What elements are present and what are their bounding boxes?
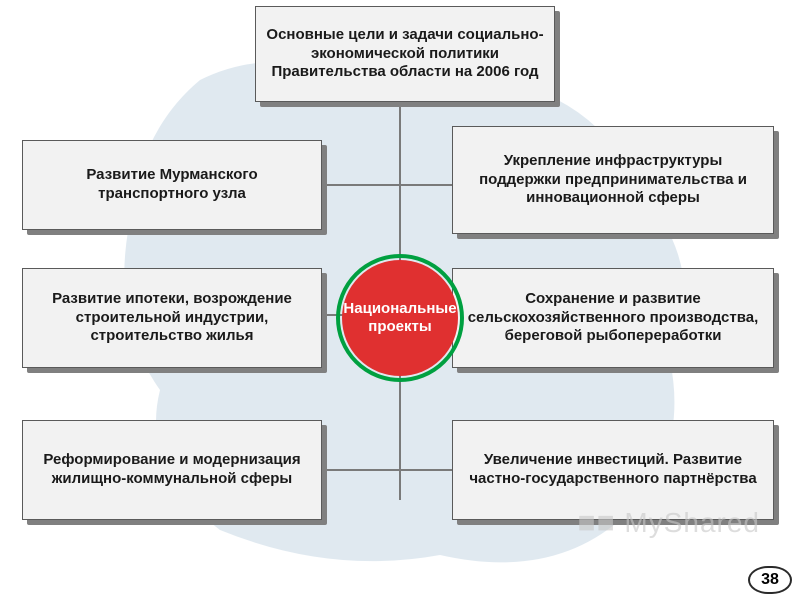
page-number-text: 38 [761, 571, 779, 589]
center-circle: Национальные проекты [342, 260, 458, 376]
root-box: Основные цели и задачи социально-экономи… [255, 6, 555, 102]
page-number: 38 [748, 566, 792, 594]
right-box-infrastructure: Укрепление инфраструктуры поддержки пред… [452, 126, 774, 234]
right-box-agriculture: Сохранение и развитие сельскохозяйственн… [452, 268, 774, 368]
left-box-mortgage: Развитие ипотеки, возрождение строительн… [22, 268, 322, 368]
left-box-1-text: Развитие Мурманского транспортного узла [33, 166, 311, 204]
right-box-2-text: Сохранение и развитие сельскохозяйственн… [463, 290, 763, 346]
center-circle-label: Национальные проекты [343, 300, 456, 336]
left-box-3-text: Реформирование и модернизация жилищно-ко… [33, 451, 311, 489]
right-box-investment: Увеличение инвестиций. Развитие частно-г… [452, 420, 774, 520]
left-box-housing-reform: Реформирование и модернизация жилищно-ко… [22, 420, 322, 520]
right-box-1-text: Укрепление инфраструктуры поддержки пред… [463, 152, 763, 208]
left-box-2-text: Развитие ипотеки, возрождение строительн… [33, 290, 311, 346]
root-box-text: Основные цели и задачи социально-экономи… [266, 26, 544, 82]
right-box-3-text: Увеличение инвестиций. Развитие частно-г… [463, 451, 763, 489]
left-box-transport: Развитие Мурманского транспортного узла [22, 140, 322, 230]
